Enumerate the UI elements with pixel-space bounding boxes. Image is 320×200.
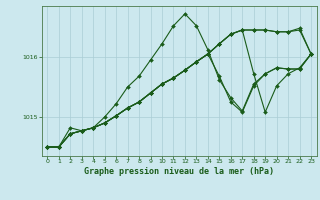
X-axis label: Graphe pression niveau de la mer (hPa): Graphe pression niveau de la mer (hPa) [84, 167, 274, 176]
